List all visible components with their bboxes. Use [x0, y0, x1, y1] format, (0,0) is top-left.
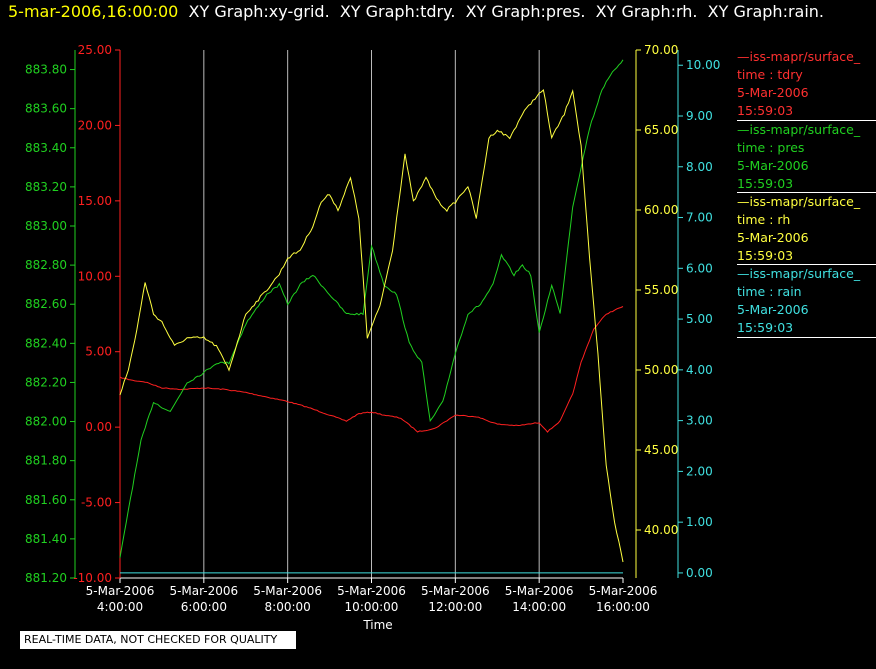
legend-rain-name: —iss-mapr/surface_: [737, 266, 861, 281]
legend-rh: —iss-mapr/surface_ time : rh 5-Mar-2006 …: [737, 192, 876, 265]
rain-tick-label: 2.00: [686, 464, 713, 478]
pres-tick-label: 881.80: [25, 454, 67, 468]
pres-tick-label: 881.40: [25, 532, 67, 546]
rh-tick-label: 40.00: [644, 523, 678, 537]
x-tick-label-date: 5-Mar-2006: [253, 584, 322, 598]
x-tick-label-date: 5-Mar-2006: [337, 584, 406, 598]
rain-tick-label: 10.00: [686, 58, 720, 72]
rh-tick-label: 60.00: [644, 203, 678, 217]
quality-disclaimer: REAL-TIME DATA, NOT CHECKED FOR QUALITY: [20, 631, 296, 649]
pres-tick-label: 883.40: [25, 141, 67, 155]
rh-tick-label: 70.00: [644, 43, 678, 57]
legend-divider: [737, 337, 876, 338]
legend-rh-name: —iss-mapr/surface_: [737, 194, 861, 209]
legend-rh-date: 5-Mar-2006: [737, 230, 809, 245]
rain-tick-label: 6.00: [686, 261, 713, 275]
legend-divider: [737, 120, 876, 121]
tdry-tick-label: 25.00: [78, 43, 112, 57]
tdry-tick-label: 5.00: [85, 345, 112, 359]
legend-rh-var: time : rh: [737, 212, 791, 227]
x-axis-title: Time: [363, 618, 393, 632]
pres-tick-label: 882.40: [25, 336, 67, 350]
legend-divider: [737, 192, 876, 193]
pres-tick-label: 883.60: [25, 102, 67, 116]
rain-tick-label: 1.00: [686, 515, 713, 529]
x-tick-label-time: 6:00:00: [181, 600, 227, 614]
series-line-rh: [119, 89, 624, 563]
tdry-tick-label: -10.00: [73, 571, 112, 585]
legend-rain-time: 15:59:03: [737, 320, 794, 335]
x-tick-label-time: 8:00:00: [265, 600, 311, 614]
legend-pres-var: time : pres: [737, 140, 805, 155]
rain-tick-label: 9.00: [686, 109, 713, 123]
legend-tdry-time: 15:59:03: [737, 103, 794, 118]
rh-tick-label: 55.00: [644, 283, 678, 297]
tdry-tick-label: 0.00: [85, 420, 112, 434]
x-tick-label-time: 4:00:00: [97, 600, 143, 614]
pres-tick-label: 882.80: [25, 258, 67, 272]
legend-tdry: —iss-mapr/surface_ time : tdry 5-Mar-200…: [737, 48, 876, 120]
pres-tick-label: 883.80: [25, 63, 67, 77]
x-tick-label-time: 16:00:00: [596, 600, 650, 614]
pres-tick-label: 882.00: [25, 415, 67, 429]
legend-rh-time: 15:59:03: [737, 248, 794, 263]
rh-tick-label: 50.00: [644, 363, 678, 377]
x-tick-label-date: 5-Mar-2006: [421, 584, 490, 598]
legend-pres-name: —iss-mapr/surface_: [737, 122, 861, 137]
pres-tick-label: 882.20: [25, 375, 67, 389]
rain-tick-label: 7.00: [686, 211, 713, 225]
legend-rain-date: 5-Mar-2006: [737, 302, 809, 317]
series-line-tdry: [119, 306, 624, 433]
x-tick-label-date: 5-Mar-2006: [505, 584, 574, 598]
rh-tick-label: 65.00: [644, 123, 678, 137]
rain-tick-label: 5.00: [686, 312, 713, 326]
pres-tick-label: 883.00: [25, 219, 67, 233]
tdry-tick-label: 15.00: [78, 194, 112, 208]
legend-tdry-name: —iss-mapr/surface_: [737, 49, 861, 64]
rain-tick-label: 8.00: [686, 160, 713, 174]
legend-pres-date: 5-Mar-2006: [737, 158, 809, 173]
tdry-tick-label: 10.00: [78, 269, 112, 283]
legend-tdry-date: 5-Mar-2006: [737, 85, 809, 100]
tdry-tick-label: 20.00: [78, 118, 112, 132]
x-tick-label-time: 12:00:00: [428, 600, 482, 614]
pres-tick-label: 881.20: [25, 571, 67, 585]
legend-rain: —iss-mapr/surface_ time : rain 5-Mar-200…: [737, 264, 876, 338]
pres-tick-label: 882.60: [25, 297, 67, 311]
x-tick-label-date: 5-Mar-2006: [86, 584, 155, 598]
legend-pres-time: 15:59:03: [737, 176, 794, 191]
tdry-tick-label: -5.00: [81, 496, 112, 510]
x-tick-label-date: 5-Mar-2006: [589, 584, 658, 598]
header-title: 5-mar-2006,16:00:00 XY Graph:xy-grid. XY…: [8, 2, 824, 21]
header-timestamp: 5-mar-2006,16:00:00: [8, 2, 179, 21]
rh-tick-label: 45.00: [644, 443, 678, 457]
series-line-pres: [119, 59, 624, 558]
rain-tick-label: 3.00: [686, 414, 713, 428]
legend-divider: [737, 264, 876, 265]
pres-tick-label: 881.60: [25, 493, 67, 507]
header-graph-list: XY Graph:xy-grid. XY Graph:tdry. XY Grap…: [178, 2, 825, 21]
legend-pres: —iss-mapr/surface_ time : pres 5-Mar-200…: [737, 120, 876, 193]
legend-rain-var: time : rain: [737, 284, 802, 299]
rain-tick-label: 4.00: [686, 363, 713, 377]
pres-tick-label: 883.20: [25, 180, 67, 194]
x-tick-label-date: 5-Mar-2006: [169, 584, 238, 598]
rain-tick-label: 0.00: [686, 566, 713, 580]
x-tick-label-time: 10:00:00: [345, 600, 399, 614]
x-tick-label-time: 14:00:00: [512, 600, 566, 614]
legend-tdry-var: time : tdry: [737, 67, 803, 82]
